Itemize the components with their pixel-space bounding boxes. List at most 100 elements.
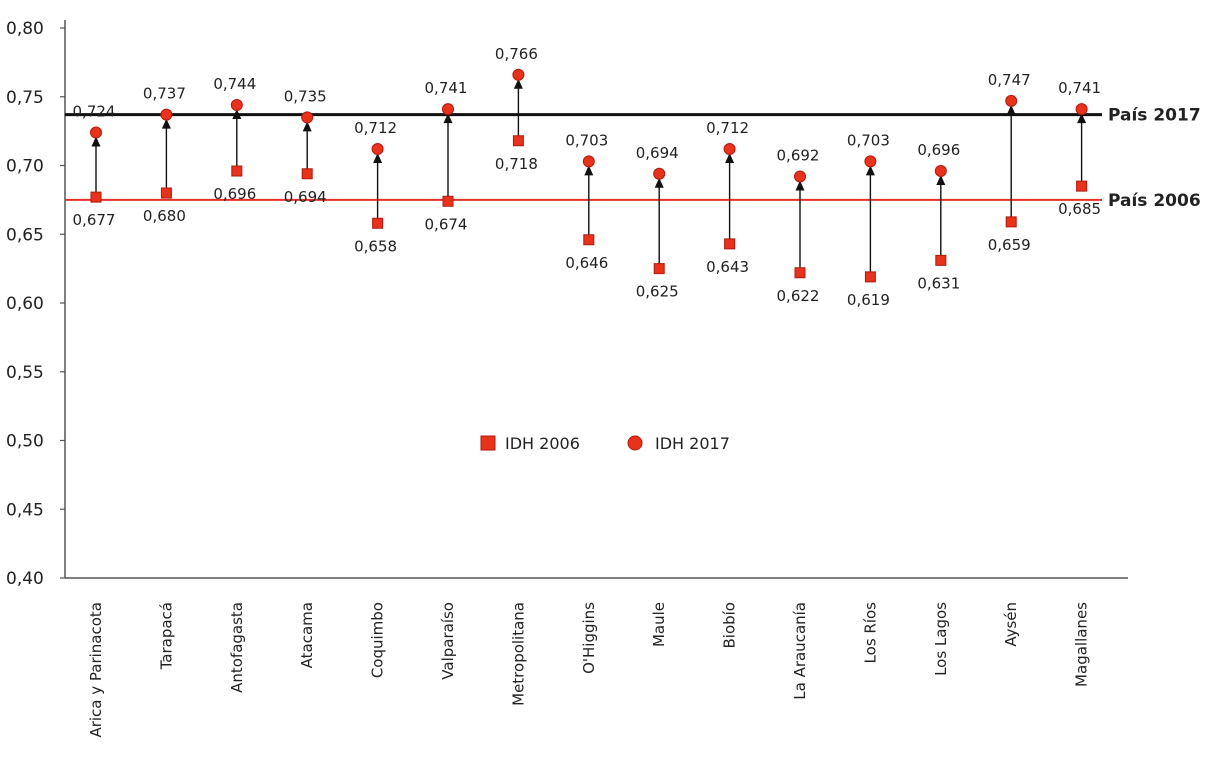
y-tick-label: 0,55 — [6, 363, 44, 383]
marker-idh-2017 — [582, 155, 595, 168]
data-label-idh-2017: 0,712 — [706, 119, 749, 137]
legend: IDH 2006 IDH 2017 — [480, 434, 730, 453]
marker-idh-2006 — [160, 187, 172, 199]
x-category-label: Metropolitana — [509, 602, 527, 706]
marker-idh-2017 — [1005, 94, 1018, 107]
arrow-head — [936, 175, 946, 185]
data-label-idh-2006: 0,631 — [917, 274, 960, 292]
arrow-head — [161, 118, 171, 129]
marker-idh-2017 — [301, 111, 314, 124]
y-tick-label: 0,50 — [6, 432, 44, 452]
x-category-label: Coquimbo — [369, 602, 387, 678]
marker-idh-2006 — [90, 191, 102, 203]
arrow-head — [373, 153, 383, 163]
marker-idh-2017 — [442, 103, 454, 116]
x-category-label: O'Higgins — [580, 602, 598, 674]
data-label-idh-2006: 0,643 — [706, 258, 749, 276]
data-label-idh-2017: 0,741 — [1058, 79, 1101, 97]
x-category-label: Los Lagos — [932, 602, 950, 676]
data-label-idh-2006: 0,619 — [847, 291, 890, 309]
data-label-idh-2017: 0,744 — [213, 75, 256, 93]
data-label-idh-2017: 0,766 — [495, 45, 538, 63]
legend-swatch-idh-2017 — [627, 435, 643, 451]
arrow-head — [232, 109, 242, 119]
marker-idh-2017 — [723, 143, 736, 155]
marker-idh-2017 — [794, 170, 806, 183]
x-category-label: Biobío — [721, 602, 739, 649]
data-label-idh-2006: 0,694 — [284, 188, 327, 206]
data-label-idh-2006: 0,622 — [777, 287, 820, 305]
x-category-label: Antofagasta — [228, 602, 246, 693]
data-label-idh-2006: 0,674 — [425, 215, 468, 233]
marker-idh-2017 — [230, 99, 243, 111]
marker-idh-2017 — [371, 143, 384, 155]
data-label-idh-2006: 0,659 — [988, 236, 1031, 254]
arrow-head — [1006, 104, 1016, 115]
data-label-idh-2006: 0,658 — [354, 237, 397, 255]
marker-idh-2017 — [653, 167, 666, 180]
marker-idh-2017 — [512, 68, 525, 81]
marker-idh-2006 — [794, 267, 806, 279]
arrow-head — [584, 165, 594, 176]
arrow-head — [302, 121, 312, 132]
data-label-idh-2017: 0,703 — [847, 131, 890, 149]
arrow-head — [1077, 113, 1087, 124]
arrow-head — [513, 78, 523, 89]
marker-idh-2006 — [1076, 180, 1088, 192]
data-label-idh-2017: 0,735 — [284, 87, 327, 105]
data-label-idh-2017: 0,694 — [636, 144, 679, 162]
marker-idh-2017 — [1075, 103, 1088, 116]
marker-idh-2017 — [864, 155, 877, 168]
data-label-idh-2006: 0,685 — [1058, 200, 1101, 218]
data-label-idh-2017: 0,692 — [777, 147, 820, 165]
data-label-idh-2006: 0,625 — [636, 283, 679, 301]
y-tick-label: 0,65 — [6, 225, 44, 245]
change-arrows — [91, 78, 1087, 275]
marker-idh-2006 — [864, 271, 876, 283]
data-label-idh-2017: 0,737 — [143, 85, 186, 103]
x-category-label: Los Ríos — [861, 602, 879, 664]
y-tick-label: 0,40 — [6, 569, 44, 589]
y-tick-label: 0,70 — [6, 157, 44, 177]
marker-idh-2017 — [160, 108, 173, 121]
x-category-label: Atacama — [298, 602, 316, 668]
data-label-idh-2017: 0,747 — [988, 71, 1031, 89]
data-label-idh-2017: 0,703 — [565, 131, 608, 149]
marker-idh-2006 — [935, 254, 947, 266]
x-category-label: Valparaíso — [439, 602, 457, 680]
y-tick-label: 0,75 — [6, 88, 44, 108]
legend-label-idh-2017: IDH 2017 — [655, 434, 730, 453]
arrow-head — [654, 177, 664, 188]
data-label-idh-2006: 0,646 — [565, 254, 608, 272]
marker-idh-2006 — [442, 195, 454, 207]
x-category-label: Aysén — [1002, 602, 1020, 647]
y-tick-label: 0,45 — [6, 500, 44, 520]
x-axis-labels: Arica y Parinacota Tarapacá Antofagasta Ata… — [87, 602, 1091, 738]
axes: 0,40 0,45 0,50 0,55 0,60 0,65 0,70 0,75 0,80 — [6, 19, 1128, 589]
data-label-idh-2006: 0,680 — [143, 207, 186, 225]
marker-idh-2006 — [583, 234, 595, 246]
arrow-head — [443, 113, 453, 124]
marker-idh-2006 — [1005, 216, 1017, 228]
arrow-head — [91, 136, 101, 147]
x-category-label: Maule — [650, 602, 668, 647]
data-label-idh-2006: 0,718 — [495, 155, 538, 173]
marker-idh-2006 — [301, 168, 313, 180]
arrow-head — [725, 153, 735, 163]
marker-idh-2006 — [653, 263, 665, 275]
reference-line-label: País 2006 — [1108, 191, 1201, 211]
x-category-label: Arica y Parinacota — [87, 602, 105, 738]
data-label-idh-2017: 0,696 — [917, 141, 960, 159]
y-tick-label: 0,80 — [6, 19, 44, 39]
x-category-label: Tarapacá — [157, 602, 175, 670]
data-markers — [90, 68, 1088, 283]
x-category-label: Magallanes — [1073, 602, 1091, 687]
marker-idh-2006 — [512, 135, 524, 147]
arrow-head — [865, 165, 875, 176]
marker-idh-2017 — [90, 126, 102, 139]
data-label-idh-2017: 0,741 — [425, 79, 468, 97]
y-tick-label: 0,60 — [6, 294, 44, 314]
data-label-idh-2017: 0,712 — [354, 119, 397, 137]
reference-line-label: País 2017 — [1108, 106, 1201, 126]
data-label-idh-2006: 0,696 — [213, 185, 256, 203]
